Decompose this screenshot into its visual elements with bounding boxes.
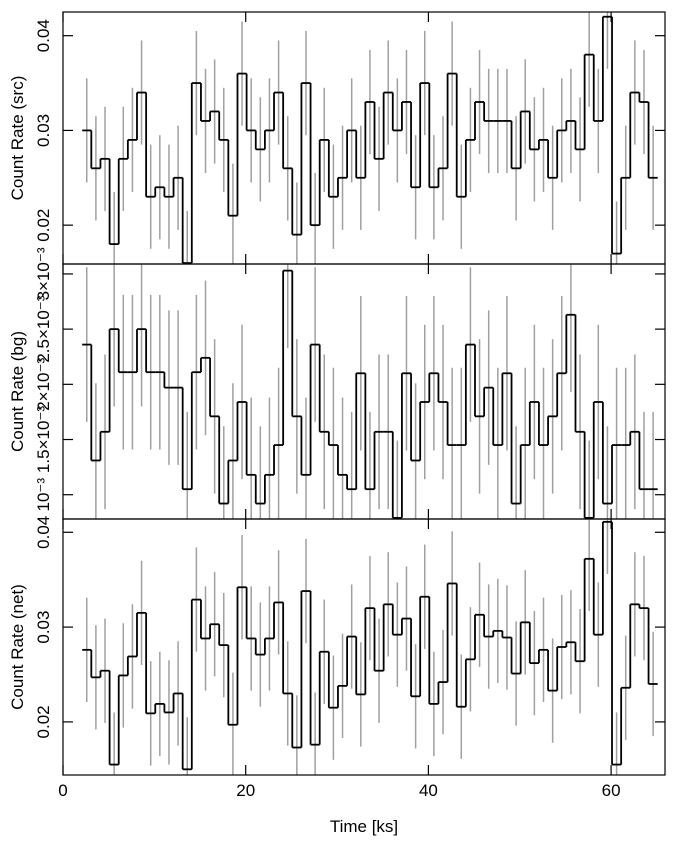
y-tick-label: 10⁻³ (34, 478, 53, 512)
y-tick-label: 0.04 (34, 516, 53, 549)
y-axis-label: Count Rate (src) (8, 76, 27, 201)
y-tick-label: 3×10⁻³ (34, 247, 53, 300)
y-tick-label: 0.04 (34, 19, 53, 52)
y-tick-label: 0.02 (34, 209, 53, 242)
x-tick-label: 0 (58, 781, 67, 800)
plot-frame (62, 518, 666, 776)
x-axis-label: Time [ks] (330, 817, 398, 836)
y-axis-label: Count Rate (net) (8, 584, 27, 710)
x-tick-label: 40 (419, 781, 438, 800)
y-tick-label: 2×10⁻³ (34, 358, 53, 411)
y-tick-label: 0.03 (34, 114, 53, 147)
x-tick-label: 20 (236, 781, 255, 800)
y-tick-label: 0.03 (34, 611, 53, 644)
y-tick-label: 1.5×10⁻³ (34, 406, 53, 473)
y-tick-label: 2.5×10⁻³ (34, 295, 53, 362)
x-tick-label: 60 (602, 781, 621, 800)
y-axis-label: Count Rate (bg) (8, 331, 27, 452)
y-tick-label: 0.02 (34, 705, 53, 738)
